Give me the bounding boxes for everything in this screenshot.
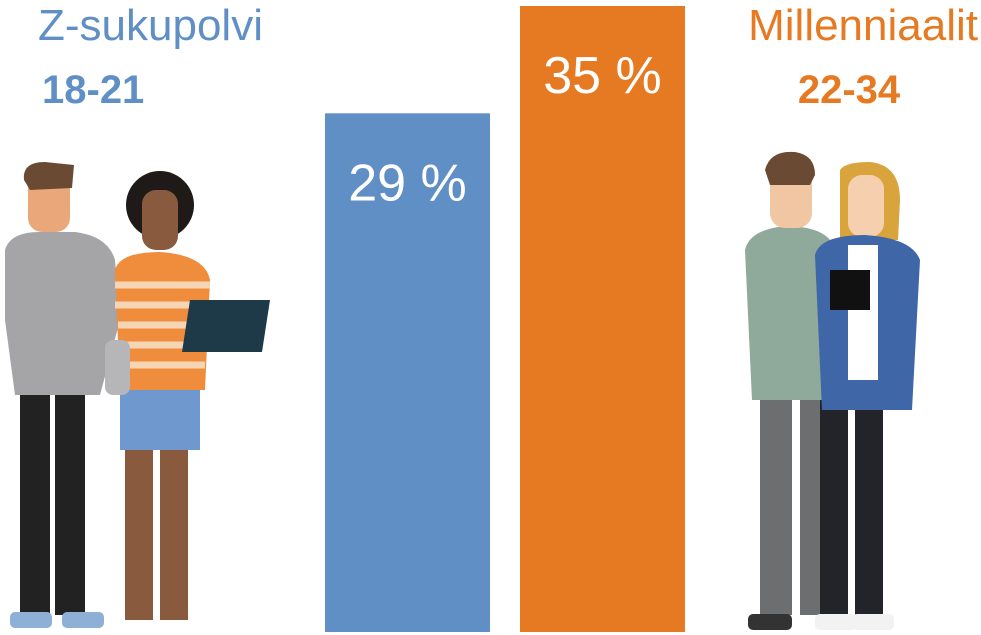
category-label: Millenniaalit [748,1,978,50]
age-range-label: 18-21 [42,68,144,112]
value-label: 35 % [543,47,662,105]
bar [520,6,685,632]
category-label: Z-sukupolvi [38,1,263,50]
illustration-gen-z [5,162,270,628]
age-range-label: 22-34 [798,68,901,112]
value-label: 29 % [348,154,467,212]
illustration-millennials [745,151,920,630]
bar [325,113,490,633]
